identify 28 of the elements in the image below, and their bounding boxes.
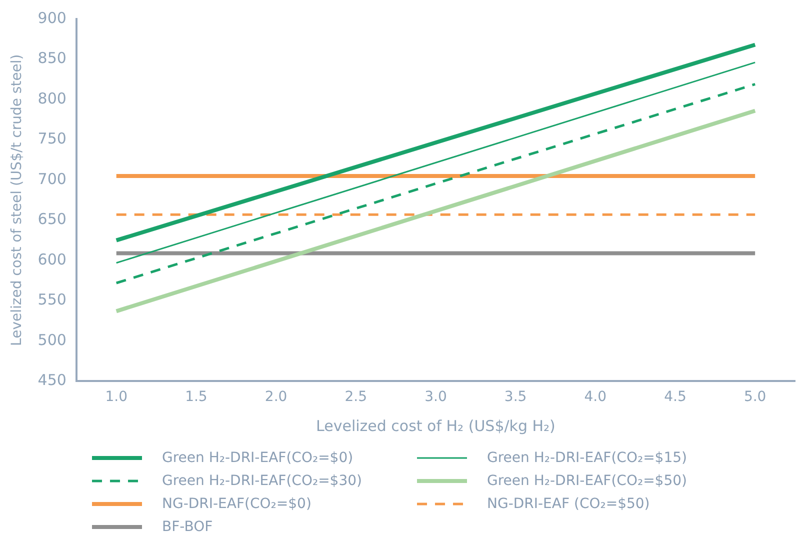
legend-label: BF-BOF xyxy=(162,518,213,534)
y-tick-label: 450 xyxy=(38,371,66,390)
y-tick-label: 800 xyxy=(38,89,66,108)
x-tick-label: 3.5 xyxy=(504,389,527,406)
legend-label: NG-DRI-EAF(CO₂=$0) xyxy=(162,496,312,512)
x-tick-label: 2.0 xyxy=(264,389,288,406)
x-tick-label: 1.5 xyxy=(185,389,208,406)
x-tick-label: 3.0 xyxy=(424,389,447,406)
x-tick-label: 2.5 xyxy=(344,389,368,406)
x-tick-label: 4.5 xyxy=(664,389,686,406)
y-tick-label: 550 xyxy=(38,290,66,309)
x-tick-label: 1.0 xyxy=(105,389,128,406)
y-tick-label: 900 xyxy=(38,8,66,27)
x-axis-title: Levelized cost of H₂ (US$/kg H₂) xyxy=(316,416,556,435)
legend-label: Green H₂-DRI-EAF(CO₂=$30) xyxy=(162,472,362,488)
x-tick-label: 4.0 xyxy=(584,389,607,406)
legend-label: NG-DRI-EAF (CO₂=$50) xyxy=(487,496,650,512)
y-tick-label: 850 xyxy=(38,49,66,68)
legend-label: Green H₂-DRI-EAF(CO₂=$15) xyxy=(487,450,687,466)
y-tick-label: 750 xyxy=(38,130,66,148)
legend-label: Green H₂-DRI-EAF(CO₂=$50) xyxy=(487,472,687,488)
y-tick-label: 600 xyxy=(38,250,66,268)
y-tick-label: 700 xyxy=(38,170,66,188)
y-axis-title: Levelized cost of steel (US$/t crude steel) xyxy=(9,54,26,346)
legend-label: Green H₂-DRI-EAF(CO₂=$0) xyxy=(162,450,354,466)
y-tick-label: 650 xyxy=(38,210,66,228)
x-tick-label: 5.0 xyxy=(744,389,766,406)
y-tick-label: 500 xyxy=(38,330,66,349)
